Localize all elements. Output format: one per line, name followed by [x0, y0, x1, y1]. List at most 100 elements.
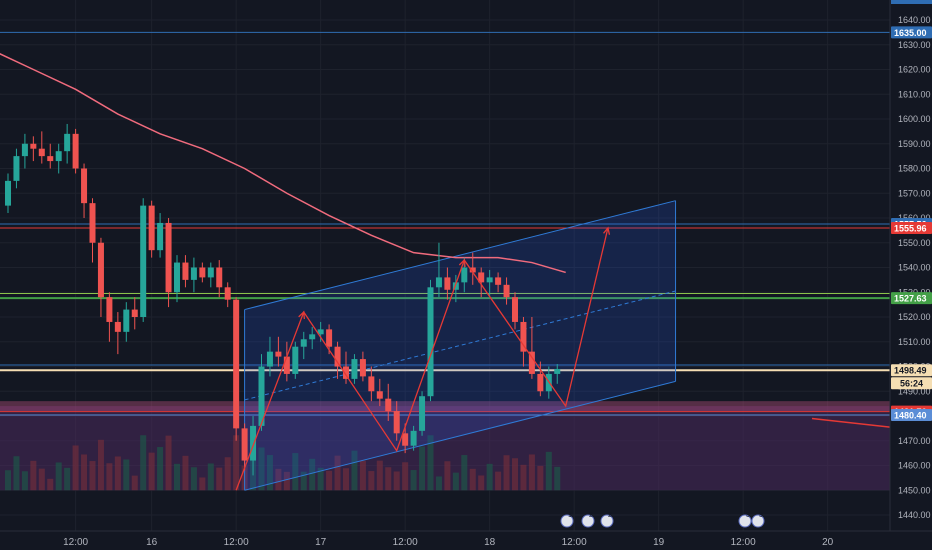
volume-bar [512, 458, 518, 491]
time-tick-label: 12:00 [393, 537, 418, 548]
price-tag[interactable] [891, 409, 932, 422]
volume-bar [283, 471, 290, 491]
volume-bar [520, 464, 527, 491]
horizontal-lines[interactable] [0, 0, 891, 428]
volume-bar [495, 471, 502, 491]
volume-bar [64, 467, 71, 491]
event-badge-count: 2 [589, 512, 593, 519]
volume-bar [5, 470, 11, 491]
price-tag-partial [891, 0, 932, 4]
volume-bar [81, 454, 88, 491]
time-axis[interactable]: 12:00 16 12:00 17 12:00 18 12:00 19 12:00 20 [0, 530, 932, 550]
price-tick-label: 1570.00 [898, 188, 931, 198]
candles [5, 123, 561, 476]
event-badge-icon[interactable] [600, 514, 614, 528]
candle-body [106, 297, 113, 322]
time-tick-label: 20 [822, 537, 834, 548]
event-badge-icon[interactable] [751, 514, 765, 528]
volume-bar [114, 456, 121, 491]
candle-body [435, 277, 442, 288]
arrowhead [458, 258, 466, 268]
candle-body [216, 267, 223, 288]
volume-bar [13, 456, 20, 491]
time-tick-label: 12:00 [731, 537, 756, 548]
event-badge-icon[interactable] [560, 514, 574, 528]
price-tag[interactable] [891, 26, 932, 39]
volume-bar [537, 465, 544, 491]
candle-body [233, 299, 240, 429]
channel-lower-line[interactable] [244, 380, 676, 491]
candle-body [30, 143, 37, 149]
price-tag[interactable] [891, 364, 932, 377]
time-axis-panel [0, 531, 932, 550]
candle-body [38, 148, 45, 157]
candle-body [528, 351, 535, 374]
event-badges[interactable]: 1 2 2 3 3 [560, 512, 765, 528]
candle-body [21, 143, 28, 157]
countdown-tag [891, 377, 932, 390]
price-tag[interactable] [891, 221, 932, 234]
candle-body [64, 133, 71, 152]
candle-body [343, 366, 349, 379]
candle-body [165, 222, 172, 293]
candle-body [283, 356, 290, 374]
event-badge-count: 3 [759, 512, 763, 519]
price-tag-label: 1498.49 [894, 366, 927, 376]
price-axis[interactable]: 1440.001450.001460.001470.001480.001490.… [889, 0, 932, 531]
candle-body [419, 396, 426, 431]
volume-bar [182, 455, 189, 491]
countdown-label: 56:24 [900, 379, 923, 389]
moving-average [0, 53, 566, 274]
candle-body [5, 180, 11, 206]
volume-bar [38, 468, 45, 491]
price-tick-label: 1600.00 [898, 114, 931, 124]
candle-body [469, 267, 476, 273]
price-tick-label: 1540.00 [898, 263, 931, 273]
volume-bar [368, 471, 375, 491]
candle-body [47, 156, 54, 162]
event-badge-icon[interactable] [738, 514, 752, 528]
volume-bar [89, 461, 96, 491]
price-tag-label: 1555.96 [894, 223, 927, 233]
trend-line[interactable] [811, 417, 891, 428]
volume-bar [216, 467, 223, 491]
candle-body [250, 425, 257, 461]
candle-body [385, 398, 392, 412]
candle-body [461, 267, 468, 283]
volume-bar [292, 453, 299, 491]
candle-body [376, 391, 383, 399]
candle-body [402, 433, 409, 446]
volume-bar [140, 435, 147, 491]
candle-body [334, 346, 341, 367]
zigzag-path[interactable] [235, 227, 609, 491]
price-tick-label: 1460.00 [898, 461, 931, 471]
candle-body [81, 168, 88, 204]
time-tick-label: 12:00 [562, 537, 587, 548]
candle-body [174, 262, 180, 293]
volume-bar [266, 455, 273, 491]
volume-bar [326, 470, 333, 491]
volume-bar [123, 459, 130, 491]
volume-bar [47, 478, 54, 491]
volume-bar [444, 461, 451, 491]
candle-body [114, 321, 121, 332]
candle-body [72, 133, 79, 169]
candle-body [326, 329, 333, 347]
candle-body [157, 222, 164, 251]
volume-bar [55, 462, 62, 491]
event-badge-icon[interactable] [581, 514, 595, 528]
channel-upper-line[interactable] [244, 200, 676, 311]
volume-bar [452, 472, 459, 491]
candle-body [190, 267, 197, 280]
candle-body [300, 339, 307, 347]
candle-body [224, 287, 231, 300]
price-tag-label: 1480.40 [894, 411, 927, 421]
candle-body [554, 368, 561, 374]
volume-bar [545, 451, 552, 491]
candle-body [182, 262, 189, 280]
volume-bar [402, 462, 409, 491]
volume-bar [165, 435, 172, 491]
price-tag[interactable] [891, 292, 932, 305]
zigzag-projection[interactable] [235, 226, 611, 491]
